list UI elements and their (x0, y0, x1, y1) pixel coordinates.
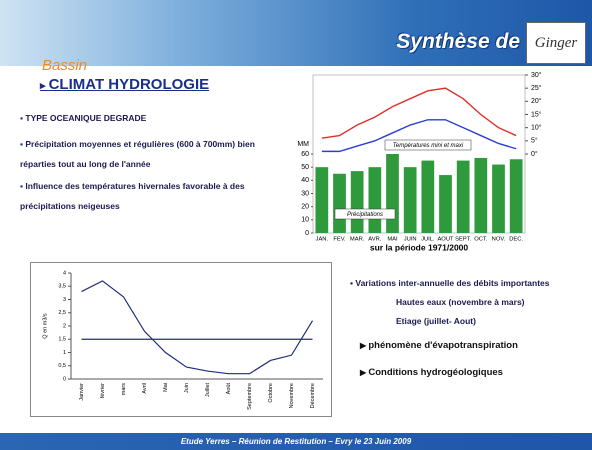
note-arrow: Conditions hydrogéologiques (350, 367, 590, 378)
y-tick-label: 60 (301, 151, 309, 158)
section-title: CLIMAT HYDROLOGIE (40, 76, 209, 93)
y-axis-label: MM (297, 141, 309, 148)
y-tick-label: 20 (301, 204, 309, 211)
bar (421, 161, 434, 233)
x-tick-label: Septembre (247, 383, 253, 410)
note: ▪ Variations inter-annuelle des débits i… (350, 278, 590, 288)
section-title-text: CLIMAT HYDROLOGIE (49, 76, 210, 93)
bullet: Influence des températures hivernales fa… (20, 176, 280, 216)
y2-tick-label: 10° (531, 124, 542, 132)
y2-tick-label: 15° (531, 110, 542, 118)
annotation: Précipitations (347, 212, 383, 218)
y-tick-label: 40 (301, 177, 309, 184)
bullet: TYPE OCEANIQUE DEGRADE (20, 108, 280, 128)
y-tick-label: 2 (63, 323, 66, 329)
x-tick-label: Avril (142, 383, 148, 394)
x-tick-label: Janvier (79, 383, 85, 401)
y-tick-label: 10 (301, 217, 309, 224)
climate-chart: 0 10 20 30 40 50 60 MM 0° 5° 10° 15° 20° 25° 30° JAN. FE… (285, 70, 565, 252)
x-tick-label: Octobre (268, 383, 274, 403)
x-tick-label: Juin (184, 383, 190, 393)
note-arrow: phénomène d'évapotranspiration (350, 340, 590, 351)
bar (492, 165, 505, 233)
note-sub: Hautes eaux (novembre à mars) (350, 297, 590, 307)
note-sub: Etiage (juillet- Aout) (350, 316, 590, 326)
x-tick-label: DEC. (509, 237, 523, 243)
bar (510, 159, 523, 233)
flow-line (82, 281, 313, 374)
note-text: Variations inter-annuelle des débits imp… (355, 278, 549, 288)
x-tick-label: mars (121, 383, 127, 395)
x-tick-label: Mai (163, 383, 169, 392)
y-axis-label: Q en m3/s (42, 313, 48, 339)
y-tick-label: 2,5 (58, 310, 66, 316)
y-tick-label: 1 (63, 350, 66, 356)
x-tick-label: MAR. (350, 237, 365, 243)
x-tick-label: Décembre (310, 383, 316, 408)
y-tick-label: 0 (63, 376, 66, 382)
bar (315, 167, 328, 233)
y-tick-label: 3 (63, 297, 66, 303)
bar (368, 167, 381, 233)
x-tick-label: JAN. (316, 237, 329, 243)
y2-tick-label: 20° (531, 97, 542, 105)
y-tick-label: 1,5 (58, 337, 66, 343)
slide-title: Synthèse de (396, 30, 520, 54)
bar (333, 174, 346, 233)
notes: ▪ Variations inter-annuelle des débits i… (350, 278, 590, 387)
x-tick-label: OCT. (474, 237, 488, 243)
y2-tick-label: 5° (531, 137, 538, 145)
bullet: Précipitation moyennes et régulières (60… (20, 134, 280, 174)
y-tick-label: 4 (63, 270, 66, 276)
slide: Synthèse de Ginger Bassin CLIMAT HYDROLO… (0, 0, 592, 450)
x-tick-label: Juillet (205, 383, 211, 398)
y-tick-label: 30 (301, 190, 309, 197)
logo: Ginger (526, 22, 586, 64)
annotation: Températures mini et maxi (393, 143, 464, 149)
y-tick-label: 50 (301, 164, 309, 171)
y2-tick-label: 30° (531, 71, 542, 79)
bar (457, 161, 470, 233)
bar (439, 175, 452, 233)
x-tick-label: Août (226, 383, 232, 395)
temperature-line (322, 88, 516, 138)
bar (404, 167, 417, 233)
x-tick-label: février (100, 383, 106, 398)
footer: Etude Yerres – Réunion de Restitution – … (0, 433, 592, 450)
x-axis-label: sur la période 1971/2000 (370, 242, 469, 252)
bar (351, 171, 364, 233)
bar (474, 158, 487, 233)
x-tick-label: Novembre (289, 383, 295, 408)
flow-chart-box: 0 0,5 1 1,5 2 2,5 3 3,5 4 Q en m3/s Janvier février… (30, 262, 332, 417)
y2-tick-label: 25° (531, 84, 542, 92)
kicker: Bassin (42, 57, 87, 74)
flow-chart: 0 0,5 1 1,5 2 2,5 3 3,5 4 Q en m3/s Janvier février… (31, 263, 331, 416)
y-tick-label: 3,5 (58, 284, 66, 290)
x-tick-label: NOV. (492, 237, 506, 243)
y2-tick-label: 0° (531, 150, 538, 158)
y-tick-label: 0,5 (58, 363, 66, 369)
y-tick-label: 0 (305, 230, 309, 237)
x-tick-label: FEV. (333, 237, 346, 243)
bar (386, 154, 399, 233)
